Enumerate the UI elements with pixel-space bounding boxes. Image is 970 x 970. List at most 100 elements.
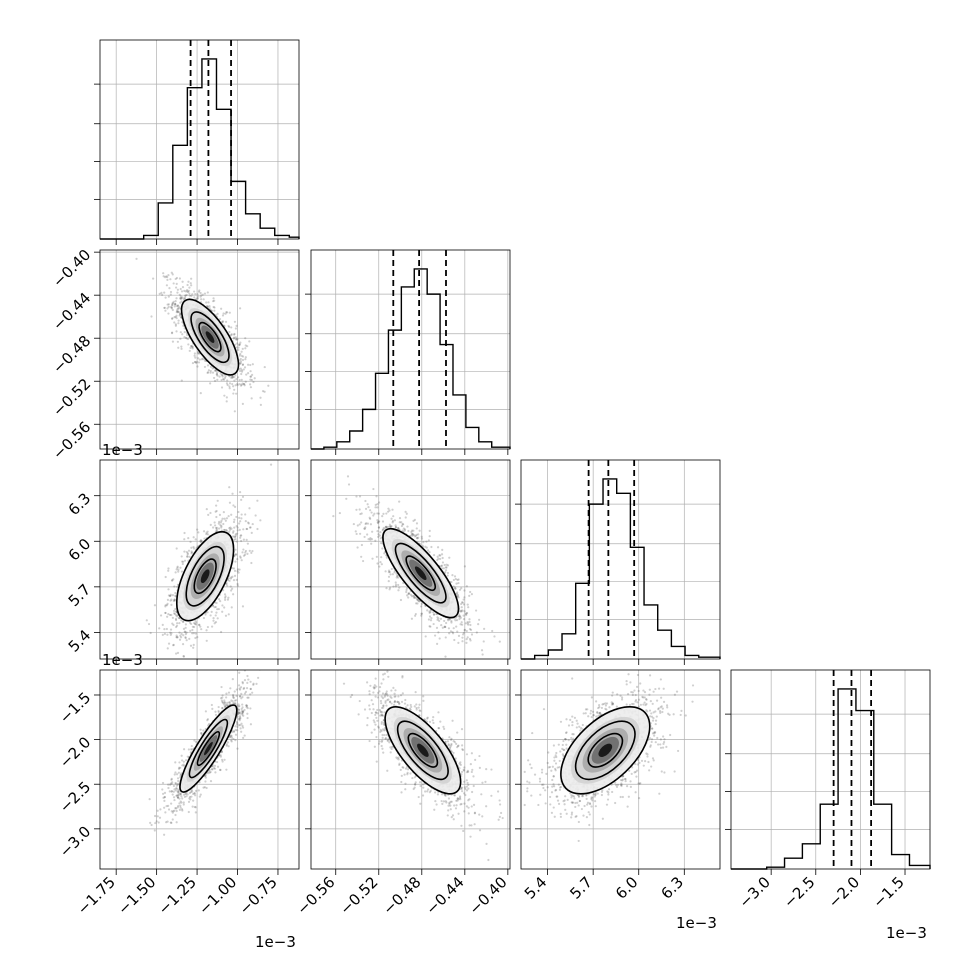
scatter-point — [199, 392, 202, 395]
scatter-point — [163, 306, 166, 310]
scatter-point — [415, 602, 418, 605]
scatter-point — [221, 373, 224, 376]
scatter-point — [232, 385, 235, 388]
scatter-point — [238, 354, 241, 357]
scatter-point — [223, 529, 226, 532]
scatter-point — [187, 549, 191, 552]
scatter-point — [459, 616, 462, 619]
scatter-point — [219, 524, 222, 527]
scatter-point — [196, 528, 199, 531]
scatter-point — [193, 625, 196, 629]
scatter-point — [166, 598, 170, 601]
scatter-point — [220, 519, 223, 522]
scatter-point — [231, 376, 234, 379]
scatter-point — [436, 546, 440, 549]
scatter-point — [199, 291, 202, 295]
scatter-point — [249, 363, 252, 367]
scatter-point — [170, 613, 173, 617]
scatter-point — [163, 632, 167, 635]
scatter-point — [241, 724, 244, 727]
scatter-point — [182, 634, 185, 637]
scatter-point — [178, 314, 181, 317]
scatter-point — [178, 277, 182, 280]
scatter-point — [181, 296, 184, 299]
scatter-point — [209, 371, 212, 374]
scatter-point — [444, 655, 447, 658]
scatter-point — [186, 552, 189, 555]
scatter-point — [460, 621, 463, 624]
scatter-point — [374, 539, 377, 542]
scatter-point — [176, 796, 180, 799]
scatter-point — [425, 546, 428, 549]
scatter-point — [232, 579, 236, 582]
scatter-point — [465, 585, 468, 588]
scatter-point — [233, 538, 236, 541]
density-contour — [198, 321, 222, 353]
scatter-point — [176, 622, 179, 625]
scatter-point — [171, 594, 175, 597]
scatter-point — [179, 634, 182, 637]
scatter-point — [219, 697, 223, 700]
scatter-point — [388, 525, 391, 528]
scatter-point — [202, 298, 205, 301]
scatter-point — [403, 528, 407, 531]
scatter-point — [213, 622, 216, 625]
scatter-point — [192, 799, 195, 802]
y-tick-label: 5.7 — [65, 580, 95, 610]
scatter-point — [173, 773, 176, 776]
scatter-point — [197, 361, 201, 364]
scatter-point — [483, 627, 486, 630]
scatter-point — [227, 745, 230, 748]
scatter-point — [190, 344, 193, 348]
scatter-point — [222, 589, 225, 592]
scatter-point — [465, 612, 468, 615]
scatter-point — [188, 349, 191, 352]
scatter-point — [188, 797, 191, 800]
scatter-point — [444, 625, 447, 629]
scatter-point — [381, 528, 384, 532]
scatter-point — [453, 575, 457, 578]
scatter-point — [171, 622, 174, 625]
scatter-point — [245, 687, 249, 690]
scatter-point — [190, 622, 193, 626]
scatter-point — [418, 529, 421, 532]
scatter-point — [391, 520, 395, 523]
scatter-point — [420, 612, 423, 615]
scatter-point — [197, 352, 201, 355]
scatter-point — [224, 596, 227, 599]
scatter-point — [236, 568, 240, 571]
scatter-point — [193, 360, 197, 364]
scatter-point — [387, 575, 391, 578]
y-tick-label: −0.52 — [49, 375, 94, 420]
scatter-point — [226, 584, 229, 587]
scatter-point — [185, 631, 188, 634]
scatter-point — [456, 593, 460, 596]
scatter-point — [182, 655, 185, 658]
scatter-point — [451, 574, 454, 577]
scatter-point — [358, 523, 361, 526]
scatter-point — [173, 612, 176, 615]
scatter-point — [185, 293, 188, 297]
scatter-point — [196, 297, 199, 300]
scatter-point — [179, 766, 182, 769]
scatter-point — [243, 383, 246, 386]
scatter-point — [355, 495, 358, 498]
scatter-point — [158, 627, 161, 630]
scatter-point — [239, 357, 242, 361]
scatter-point — [441, 561, 445, 564]
scatter-point — [376, 518, 379, 522]
scatter-point — [247, 521, 250, 524]
scatter-point — [369, 517, 372, 520]
scatter-point — [458, 615, 461, 618]
y-tick-label: −0.40 — [49, 246, 94, 291]
scatter-point — [249, 375, 252, 378]
scatter-point — [444, 636, 447, 639]
scatter-point — [199, 539, 203, 542]
scatter-point — [175, 821, 178, 824]
scatter-point — [200, 732, 203, 735]
scatter-point — [412, 533, 416, 537]
scatter-point — [175, 794, 179, 797]
scatter-point — [191, 293, 194, 296]
scatter-point — [377, 535, 380, 538]
